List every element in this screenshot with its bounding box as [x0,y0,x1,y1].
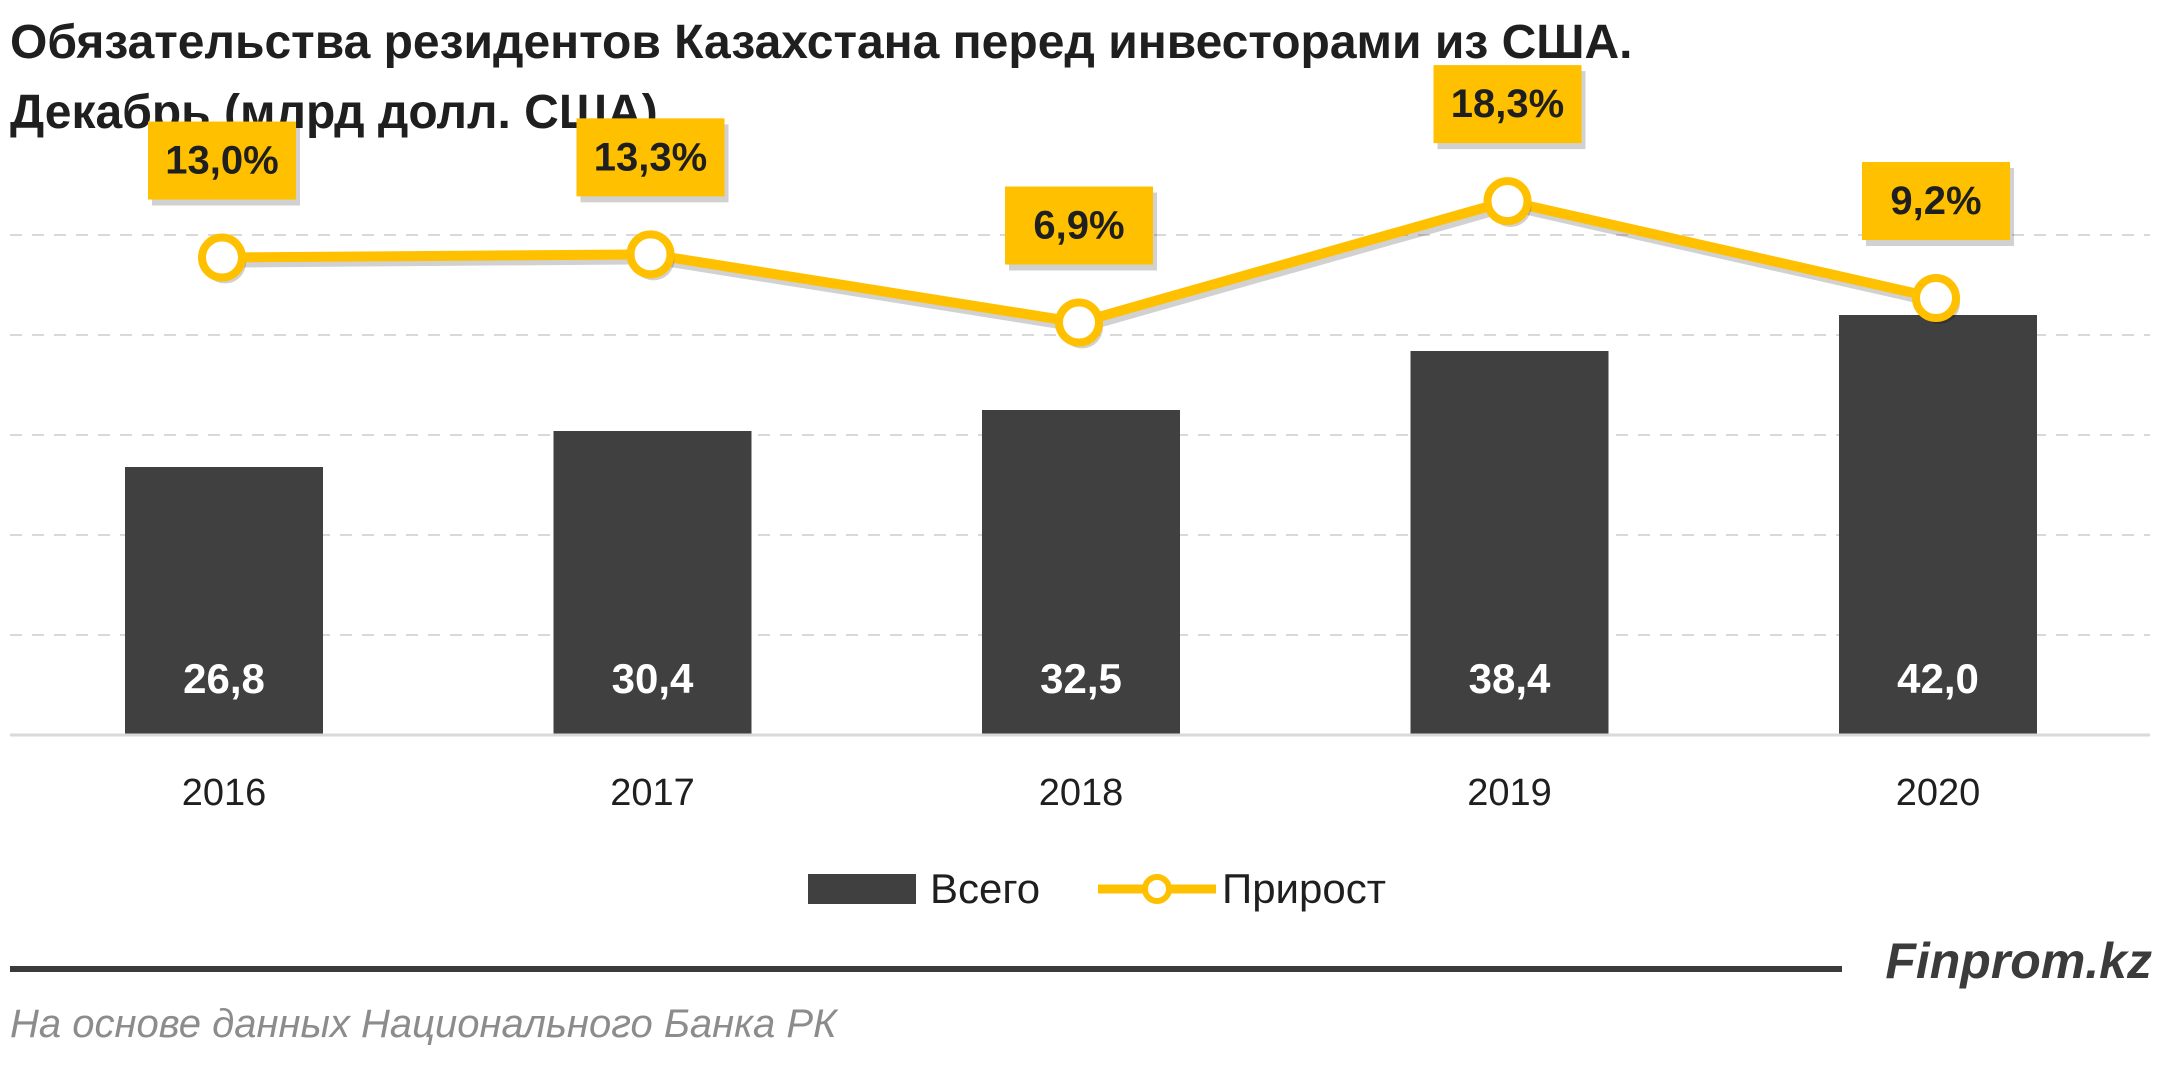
x-tick-label: 2020 [1896,772,1981,814]
chart-title-line1: Обязательства резидентов Казахстана пере… [10,16,1633,69]
legend-label-total: Всего [930,865,1040,912]
growth-point [626,230,675,279]
legend-label-growth: Прирост [1222,865,1386,912]
bar-value-label: 42,0 [1897,655,1979,702]
growth-point [1912,274,1960,323]
x-tick-label: 2017 [610,772,695,814]
bar [982,410,1180,735]
growth-value-label: 13,0% [165,139,278,183]
bar [553,431,752,735]
growth-label-box [1433,65,1582,144]
bar-value-label: 30,4 [612,655,694,702]
x-tick-label: 2019 [1467,772,1552,814]
growth-value-label: 18,3% [1451,82,1564,126]
growth-label-box [576,118,725,197]
bar [125,467,323,735]
legend-marker-growth [1142,874,1172,904]
growth-point [1483,177,1532,226]
growth-value-label: 13,3% [594,135,707,179]
bar-value-label: 38,4 [1469,655,1551,702]
footer-divider [10,966,1842,972]
x-tick-label: 2016 [182,772,267,814]
bar-value-label: 32,5 [1040,655,1122,702]
bar-value-label: 26,8 [183,655,265,702]
growth-point [1055,298,1103,347]
x-tick-label: 2018 [1039,772,1124,814]
chart-title-line2: Декабрь (млрд долл. США) [10,86,658,139]
growth-label-box [148,121,296,200]
growth-value-label: 9,2% [1890,179,1981,223]
growth-point [198,233,246,282]
chart-title: Обязательства резидентов Казахстана пере… [10,8,2110,148]
brand-logo: Finprom.kz [1885,933,2152,989]
bar [1839,315,2037,735]
growth-label-box [1005,186,1153,265]
source-note: На основе данных Национального Банка РК [10,1002,837,1046]
legend-swatch-total [808,874,916,904]
growth-label-box [1862,162,2010,241]
bar [1410,351,1609,735]
growth-value-label: 6,9% [1033,204,1124,248]
